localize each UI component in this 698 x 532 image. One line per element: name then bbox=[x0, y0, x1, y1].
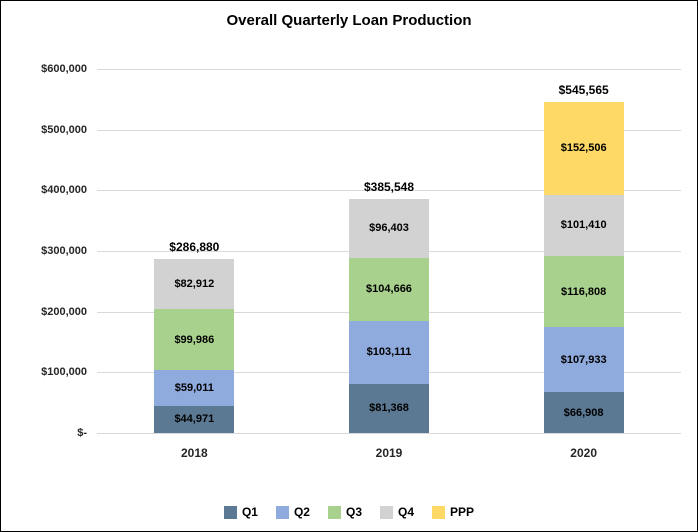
legend-swatch-ppp bbox=[432, 505, 446, 519]
legend-swatch-q2 bbox=[275, 505, 289, 519]
segment-value-label: $152,506 bbox=[560, 142, 607, 155]
segment-value-label: $96,403 bbox=[369, 222, 409, 235]
segment-value-label: $104,666 bbox=[366, 283, 412, 296]
y-axis-tick-label: $200,000 bbox=[41, 305, 87, 318]
segment-value-label: $44,971 bbox=[174, 413, 215, 426]
x-axis-category-label: 2019 bbox=[375, 446, 403, 460]
legend-label: Q4 bbox=[398, 505, 415, 519]
segment-q1-2019: $81,368 bbox=[349, 383, 429, 433]
y-axis-tick-label: $300,000 bbox=[41, 245, 87, 257]
segment-q1-2018: $44,971 bbox=[154, 405, 235, 433]
segment-q1-2020: $66,908 bbox=[543, 392, 624, 433]
legend-item-q2: Q2 bbox=[275, 505, 310, 519]
legend-item-q3: Q3 bbox=[327, 505, 362, 519]
segment-q2-2019: $103,111 bbox=[349, 321, 429, 384]
segment-q2-2020: $107,933 bbox=[543, 326, 624, 393]
y-axis-tick-label: $500,000 bbox=[41, 123, 87, 136]
stacked-bar-2019: $81,368 $103,111 $104,666 $96,403 $385,548 bbox=[349, 180, 429, 433]
x-axis-category-label: 2020 bbox=[570, 446, 598, 460]
segment-value-label: $59,011 bbox=[174, 381, 214, 394]
stacked-bar-2020: $66,908 $107,933 $116,808 $101,410 $152,506 $… bbox=[543, 83, 624, 433]
legend-label: Q1 bbox=[241, 505, 258, 519]
plot-area: $- $100,000 $200,000 $300,000 $400,000 $500,0… bbox=[41, 63, 681, 460]
bar-total-label: $286,880 bbox=[169, 239, 220, 254]
x-axis-category-label: 2018 bbox=[180, 446, 208, 460]
gridline bbox=[97, 190, 681, 192]
segment-q4-2019: $96,403 bbox=[349, 199, 429, 258]
gridline bbox=[97, 69, 681, 70]
segment-q3-2019: $104,666 bbox=[349, 257, 429, 322]
gridline bbox=[97, 129, 681, 131]
segment-value-label: $82,912 bbox=[174, 278, 215, 291]
segment-ppp-2020: $152,506 bbox=[543, 102, 624, 195]
y-axis-tick-label: $- bbox=[77, 427, 87, 439]
legend: Q1 Q2 Q3 Q4 PPP bbox=[1, 505, 697, 519]
segment-q4-2018: $82,912 bbox=[154, 258, 235, 310]
legend-item-q4: Q4 bbox=[380, 505, 414, 519]
legend-item-ppp: PPP bbox=[432, 505, 474, 519]
y-axis-tick-label: $100,000 bbox=[41, 366, 87, 379]
segment-value-label: $103,111 bbox=[366, 346, 412, 359]
segment-q2-2018: $59,011 bbox=[154, 369, 235, 406]
gridline bbox=[97, 433, 681, 434]
legend-label: PPP bbox=[450, 505, 475, 519]
chart-title: Overall Quarterly Loan Production bbox=[226, 12, 472, 29]
segment-value-label: $66,908 bbox=[563, 406, 604, 419]
segment-q4-2020: $101,410 bbox=[543, 194, 624, 257]
segment-value-label: $99,986 bbox=[174, 333, 215, 346]
segment-q3-2018: $99,986 bbox=[154, 309, 235, 370]
segment-value-label: $107,933 bbox=[560, 353, 607, 366]
legend-label: Q2 bbox=[293, 505, 310, 519]
segment-value-label: $116,808 bbox=[561, 285, 607, 298]
legend-swatch-q4 bbox=[380, 505, 393, 519]
legend-label: Q3 bbox=[345, 505, 362, 519]
legend-swatch-q1 bbox=[223, 505, 237, 519]
y-axis-tick-label: $400,000 bbox=[41, 184, 87, 197]
segment-value-label: $81,368 bbox=[369, 402, 409, 415]
segment-value-label: $101,410 bbox=[560, 219, 607, 232]
legend-swatch-q3 bbox=[327, 505, 341, 519]
stacked-bar-2018: $44,971 $59,011 $99,986 $82,912 $286,880 bbox=[154, 240, 235, 433]
bar-total-label: $385,548 bbox=[363, 180, 415, 195]
legend-item-q1: Q1 bbox=[223, 505, 258, 519]
segment-q3-2020: $116,808 bbox=[543, 256, 624, 327]
bar-total-label: $545,565 bbox=[558, 83, 609, 98]
y-axis-tick-label: $600,000 bbox=[41, 63, 87, 75]
